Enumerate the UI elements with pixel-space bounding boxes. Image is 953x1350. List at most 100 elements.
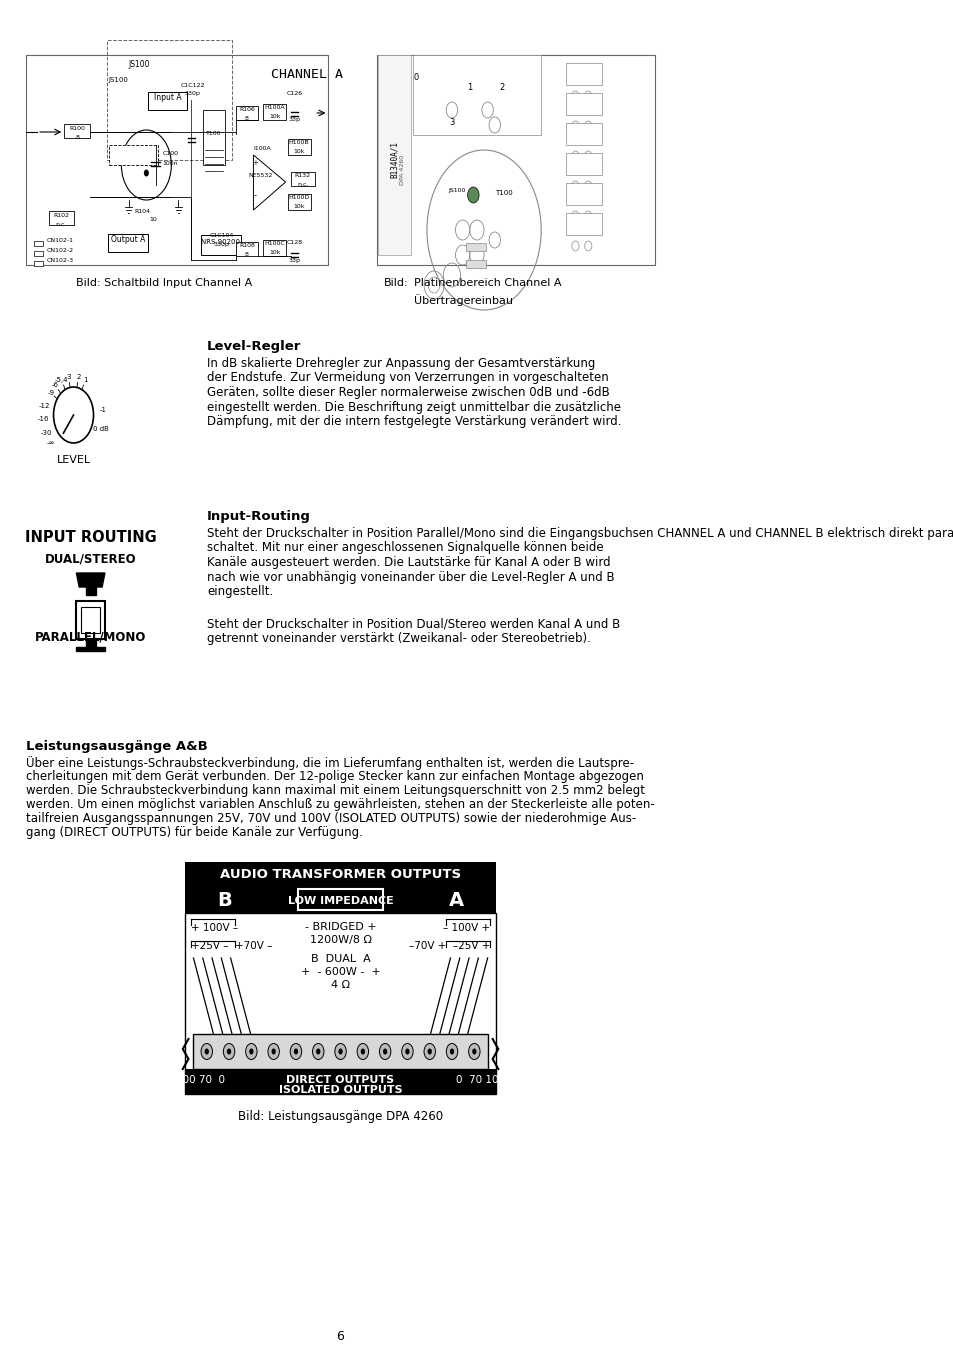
Text: 3: 3 [67,374,71,379]
Text: JS100: JS100 [109,77,129,82]
FancyBboxPatch shape [298,890,382,910]
Polygon shape [86,639,95,647]
Text: Output A: Output A [111,235,145,244]
FancyBboxPatch shape [288,194,311,211]
Circle shape [223,1044,234,1060]
Circle shape [227,1049,231,1054]
Circle shape [144,170,149,177]
FancyBboxPatch shape [376,55,655,265]
FancyBboxPatch shape [565,184,601,205]
Text: 10k: 10k [269,250,280,255]
Circle shape [360,1049,365,1054]
Text: 10k: 10k [294,148,305,154]
Text: 100n: 100n [163,161,178,166]
Text: H100B: H100B [289,140,309,144]
FancyBboxPatch shape [291,171,314,186]
Circle shape [356,1044,368,1060]
Text: –70V +  –25V +: –70V + –25V + [409,941,490,950]
Text: C100: C100 [163,151,178,157]
Text: AUDIO TRANSFORMER OUTPUTS: AUDIO TRANSFORMER OUTPUTS [220,868,460,882]
Text: R132: R132 [294,173,311,178]
Text: C126: C126 [287,90,303,96]
FancyBboxPatch shape [108,234,148,252]
Text: cherleitungen mit dem Gerät verbunden. Der 12-polige Stecker kann zur einfachen : cherleitungen mit dem Gerät verbunden. D… [27,769,643,783]
Circle shape [468,1044,479,1060]
Text: n.c.: n.c. [296,182,308,188]
Text: Über eine Leistungs-Schraubsteckverbindung, die im Lieferumfang enthalten ist, w: Über eine Leistungs-Schraubsteckverbindu… [27,756,634,770]
Text: ISOLATED OUTPUTS: ISOLATED OUTPUTS [278,1085,402,1095]
FancyBboxPatch shape [565,93,601,115]
Circle shape [138,151,143,158]
Text: 8: 8 [245,252,249,256]
Circle shape [472,1049,476,1054]
Circle shape [467,188,478,202]
Text: werden. Um einen möglichst variablen Anschluß zu gewährleisten, stehen an der St: werden. Um einen möglichst variablen Ans… [27,798,655,811]
Text: +25V –  +70V –: +25V – +70V – [191,941,272,950]
Circle shape [249,1049,253,1054]
Circle shape [335,1044,346,1060]
Text: INPUT ROUTING: INPUT ROUTING [25,531,156,545]
Text: – 100V +: – 100V + [443,923,490,933]
Text: LEVEL: LEVEL [56,455,91,464]
Polygon shape [253,155,285,211]
Text: C128: C128 [287,240,303,244]
Text: Leistungsausgänge A&B: Leistungsausgänge A&B [27,740,208,753]
FancyBboxPatch shape [235,242,258,256]
Text: H100A: H100A [264,105,285,109]
Text: A: A [449,891,464,910]
Text: NE5532: NE5532 [248,173,273,178]
Text: R104: R104 [134,209,151,215]
FancyBboxPatch shape [263,240,286,256]
FancyBboxPatch shape [34,242,43,246]
Text: tailfreien Ausgangsspannungen 25V, 70V und 100V (ISOLATED OUTPUTS) sowie der nie: tailfreien Ausgangsspannungen 25V, 70V u… [27,811,636,825]
Text: 3: 3 [449,117,455,127]
Text: -∞: -∞ [47,440,55,446]
Text: der Endstufe. Zur Vermeidung von Verzerrungen in vorgeschalteten: der Endstufe. Zur Vermeidung von Verzerr… [207,371,608,385]
Circle shape [245,1044,256,1060]
Text: Steht der Druckschalter in Position Dual/Stereo werden Kanal A und B: Steht der Druckschalter in Position Dual… [207,617,619,630]
FancyBboxPatch shape [235,107,258,120]
Text: 8: 8 [245,116,249,122]
Text: C1C104: C1C104 [209,234,233,238]
Text: DIRECT OUTPUTS: DIRECT OUTPUTS [286,1075,395,1085]
Text: 100 70  0: 100 70 0 [176,1075,225,1085]
Text: getrennt voneinander verstärkt (Zweikanal- oder Stereobetrieb).: getrennt voneinander verstärkt (Zweikana… [207,632,590,645]
Text: 1: 1 [83,377,88,382]
Text: -: - [253,190,256,200]
Text: I100A: I100A [253,146,271,151]
Text: - BRIDGED +: - BRIDGED + [304,922,376,931]
Text: 0 dB: 0 dB [92,427,109,432]
Text: H100D: H100D [288,194,310,200]
Text: 10k: 10k [269,113,280,119]
Text: n.c.: n.c. [55,221,67,227]
Text: eingestellt.: eingestellt. [207,585,273,598]
Text: -6: -6 [52,382,59,387]
Circle shape [294,1049,297,1054]
Text: -1: -1 [99,406,106,413]
Text: R102: R102 [53,213,70,217]
Circle shape [446,1044,457,1060]
Text: 330p: 330p [213,242,229,247]
Text: In dB skalierte Drehregler zur Anpassung der Gesamtverstärkung: In dB skalierte Drehregler zur Anpassung… [207,356,595,370]
Circle shape [338,1049,342,1054]
FancyBboxPatch shape [185,1069,496,1094]
FancyBboxPatch shape [185,913,496,1094]
Text: Level-Regler: Level-Regler [207,340,301,352]
Text: R100: R100 [70,126,85,131]
Text: B: B [216,891,232,910]
Polygon shape [76,647,105,651]
Text: DPA 4260: DPA 4260 [399,155,405,185]
Text: 33p: 33p [289,117,300,121]
Text: JS100: JS100 [448,188,465,193]
FancyBboxPatch shape [263,104,286,120]
Text: T100: T100 [206,131,222,136]
Text: +: + [253,161,258,166]
Text: eingestellt werden. Die Beschriftung zeigt unmittelbar die zusätzliche: eingestellt werden. Die Beschriftung zei… [207,401,620,413]
Text: Geräten, sollte dieser Regler normalerweise zwischen 0dB und -6dB: Geräten, sollte dieser Regler normalerwe… [207,386,609,400]
Text: Kanäle ausgesteuert werden. Die Lautstärke für Kanal A oder B wird: Kanäle ausgesteuert werden. Die Lautstär… [207,556,610,568]
Circle shape [401,1044,413,1060]
Circle shape [201,1044,213,1060]
Text: Bild: Schaltbild Input Channel A: Bild: Schaltbild Input Channel A [76,278,252,288]
Text: CHANNEL A: CHANNEL A [271,69,343,81]
Circle shape [290,1044,301,1060]
